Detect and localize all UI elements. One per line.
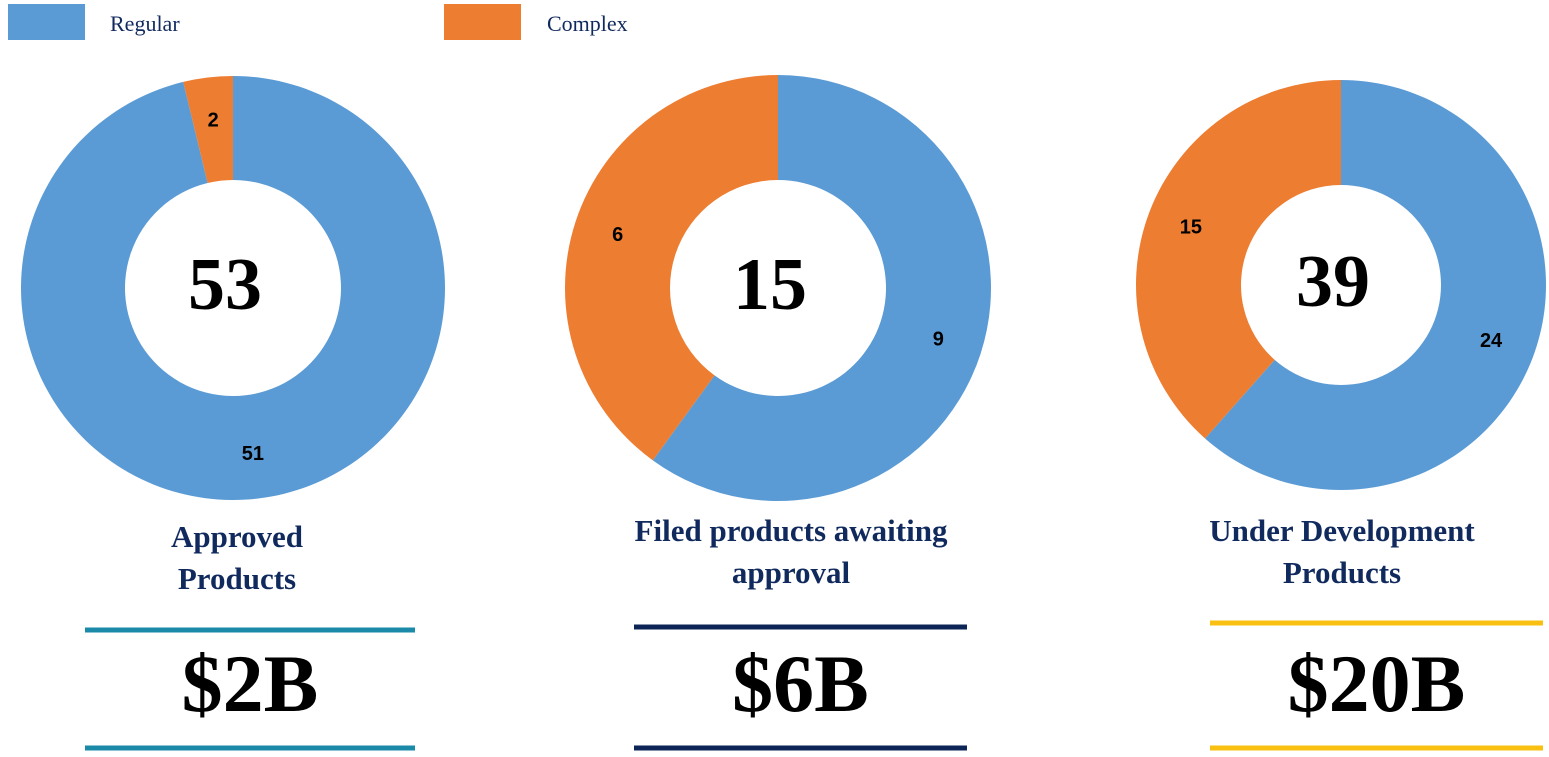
data-label: 6: [612, 224, 623, 246]
data-label: 15: [1180, 216, 1202, 238]
data-label: 24: [1480, 330, 1503, 352]
legend-swatch: [8, 4, 85, 40]
donut-slice: [652, 75, 991, 502]
donut-slice: [565, 75, 778, 461]
data-label: 51: [242, 443, 264, 465]
accent-line: [1210, 620, 1543, 626]
chart-title: Under Development Products: [1209, 513, 1475, 590]
center-total: 39: [1296, 241, 1370, 323]
center-total: 53: [188, 244, 262, 326]
amount: $2B: [182, 638, 319, 729]
chart-title: Filed products awaiting approval: [634, 513, 948, 590]
amount: $20B: [1288, 638, 1466, 729]
center-total: 15: [733, 244, 807, 326]
accent-line: [1210, 745, 1543, 751]
legend-label: Complex: [547, 11, 628, 36]
donut-slice: [1205, 80, 1546, 490]
chart-title: Approved Products: [170, 519, 304, 596]
donut-slice: [21, 76, 446, 501]
data-label: 2: [208, 109, 219, 131]
donut-slice: [183, 76, 233, 184]
legend-label: Regular: [110, 11, 180, 36]
accent-line: [634, 745, 967, 751]
accent-line: [85, 627, 415, 633]
data-label: 9: [933, 328, 944, 350]
accent-line: [634, 624, 967, 630]
amount: $6B: [732, 638, 869, 729]
accent-line: [85, 745, 415, 751]
donut-slice: [1135, 79, 1341, 439]
legend-swatch: [444, 4, 521, 40]
